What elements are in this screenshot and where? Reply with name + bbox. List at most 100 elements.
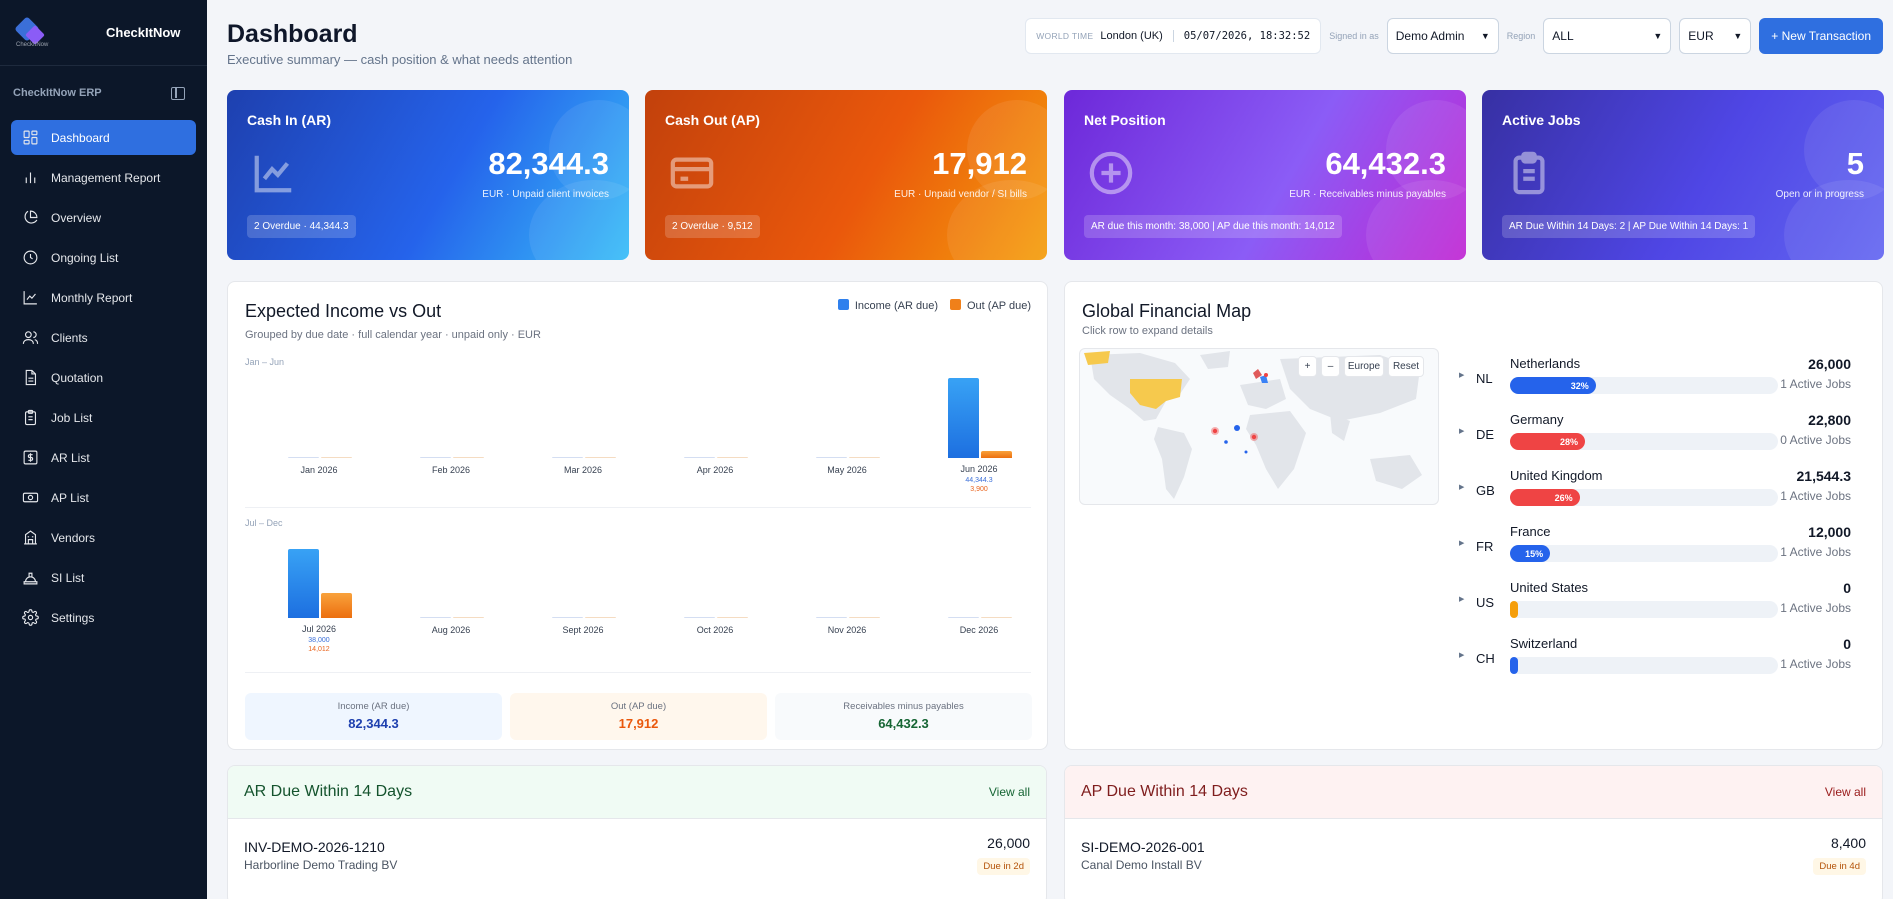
bar-out-jan-2026[interactable] xyxy=(321,457,352,458)
map-title: Global Financial Map xyxy=(1082,301,1252,321)
brand: CheckItNow CheckItNow xyxy=(0,0,207,66)
bar-out-apr-2026[interactable] xyxy=(717,457,748,458)
bar-income-sept-2026[interactable] xyxy=(552,617,583,618)
kpi-value: 5 xyxy=(1846,146,1864,181)
world-map[interactable]: + – Europe Reset xyxy=(1079,348,1439,505)
bar-income-oct-2026[interactable] xyxy=(684,617,715,618)
sidebar-item-si-list[interactable]: SI List xyxy=(11,560,196,595)
country-name: Germany xyxy=(1510,412,1564,427)
building-icon xyxy=(21,529,39,547)
reset-button[interactable]: Reset xyxy=(1388,356,1424,377)
sidebar-item-label: AR List xyxy=(51,450,90,465)
expand-icon[interactable]: ▶ xyxy=(1459,596,1465,603)
cash-icon xyxy=(21,489,39,507)
sidebar-item-dashboard[interactable]: Dashboard xyxy=(11,120,196,155)
country-code: GB xyxy=(1476,483,1495,498)
country-row-fr[interactable]: ▶ FR France 15% 12,000 1 Active Jobs xyxy=(1459,521,1851,569)
expand-icon[interactable]: ▶ xyxy=(1459,428,1465,435)
brand-name: CheckItNow xyxy=(106,25,181,40)
currency-select[interactable]: EUR ▼ xyxy=(1679,18,1752,54)
bar-out-aug-2026[interactable] xyxy=(453,617,484,618)
share-bar xyxy=(1510,601,1778,618)
world-time-city: London (UK) xyxy=(1100,30,1174,42)
bar-income-nov-2026[interactable] xyxy=(816,617,847,618)
bar-out-dec-2026[interactable] xyxy=(981,617,1012,618)
clipboard-icon xyxy=(21,409,39,427)
bar-income-mar-2026[interactable] xyxy=(552,457,583,458)
bar-income-apr-2026[interactable] xyxy=(684,457,715,458)
summary-income: Income (AR due) 82,344.3 xyxy=(245,693,502,740)
new-transaction-button[interactable]: + New Transaction xyxy=(1759,18,1883,54)
line-chart-icon xyxy=(251,150,297,196)
bar-income-feb-2026[interactable] xyxy=(420,457,451,458)
bar-out-mar-2026[interactable] xyxy=(585,457,616,458)
sidebar-item-settings[interactable]: Settings xyxy=(11,600,196,635)
bar-income-jul-2026[interactable] xyxy=(288,549,319,618)
expand-icon[interactable]: ▶ xyxy=(1459,540,1465,547)
kpi-badge: AR due this month: 38,000 | AP due this … xyxy=(1084,215,1342,238)
sidebar-item-monthly-report[interactable]: Monthly Report xyxy=(11,280,196,315)
zoom-out-button[interactable]: – xyxy=(1321,356,1340,377)
zoom-in-button[interactable]: + xyxy=(1298,356,1317,377)
bar-out-jun-2026[interactable] xyxy=(981,450,1012,458)
ap-view-all-link[interactable]: View all xyxy=(1824,785,1866,799)
sidebar-item-quotation[interactable]: Quotation xyxy=(11,360,196,395)
sidebar-item-management-report[interactable]: Management Report xyxy=(11,160,196,195)
bar-income-jan-2026[interactable] xyxy=(288,457,319,458)
ar-view-all-link[interactable]: View all xyxy=(988,785,1030,799)
logo[interactable]: CheckItNow xyxy=(14,15,48,50)
row-label-h1: Jan – Jun xyxy=(245,357,285,367)
europe-button[interactable]: Europe xyxy=(1344,356,1384,377)
bar-income-aug-2026[interactable] xyxy=(420,617,451,618)
country-row-us[interactable]: ▶ US United States 0 1 Active Jobs xyxy=(1459,577,1851,625)
kpi-title: Cash In (AR) xyxy=(247,112,331,128)
kpi-cash-out[interactable]: Cash Out (AP) 17,912 EUR · Unpaid vendor… xyxy=(645,90,1047,260)
kpi-net-position[interactable]: Net Position 64,432.3 EUR · Receivables … xyxy=(1064,90,1466,260)
sidebar-item-vendors[interactable]: Vendors xyxy=(11,520,196,555)
sidebar-item-ongoing-list[interactable]: Ongoing List xyxy=(11,240,196,275)
share-bar: 15% xyxy=(1510,545,1778,562)
bar-out-may-2026[interactable] xyxy=(849,457,880,458)
expand-icon[interactable]: ▶ xyxy=(1459,372,1465,379)
sidebar-item-job-list[interactable]: Job List xyxy=(11,400,196,435)
sidebar-item-label: Overview xyxy=(51,210,102,225)
plus-circle-icon xyxy=(1088,150,1134,196)
bar-out-nov-2026[interactable] xyxy=(849,617,880,618)
chevron-down-icon: ▼ xyxy=(1733,31,1743,41)
sidebar-item-overview[interactable]: Overview xyxy=(11,200,196,235)
bar-out-oct-2026[interactable] xyxy=(717,617,748,618)
user-select[interactable]: Demo Admin ▼ xyxy=(1386,18,1499,54)
month-label: Dec 2026 xyxy=(959,625,999,635)
sidebar-item-label: Clients xyxy=(51,330,88,345)
kpi-active-jobs[interactable]: Active Jobs 5 Open or in progress AR Due… xyxy=(1482,90,1884,260)
country-row-de[interactable]: ▶ DE Germany 28% 22,800 0 Active Jobs xyxy=(1459,409,1851,457)
bar-out-feb-2026[interactable] xyxy=(453,457,484,458)
sidebar-item-ap-list[interactable]: AP List xyxy=(11,480,196,515)
ar-due-row[interactable]: INV-DEMO-2026-1210 Harborline Demo Tradi… xyxy=(228,819,1046,889)
share-bar: 26% xyxy=(1510,489,1778,506)
month-label: May 2026 xyxy=(827,465,867,475)
bar-income-may-2026[interactable] xyxy=(816,457,847,458)
sidebar-item-ar-list[interactable]: AR List xyxy=(11,440,196,475)
share-bar: 32% xyxy=(1510,377,1778,394)
region-select[interactable]: ALL ▼ xyxy=(1543,18,1672,54)
country-row-gb[interactable]: ▶ GB United Kingdom 26% 21,544.3 1 Active Job… xyxy=(1459,465,1851,513)
map-subtitle: Click row to expand details xyxy=(1082,325,1213,337)
collapse-sidebar-icon[interactable] xyxy=(171,86,185,100)
kpi-cash-in[interactable]: Cash In (AR) 82,344.3 EUR · Unpaid clien… xyxy=(227,90,629,260)
ap-due-row[interactable]: SI-DEMO-2026-001 Canal Demo Install BV 8… xyxy=(1065,819,1882,889)
sidebar-item-label: SI List xyxy=(51,570,85,585)
bar-income-jun-2026[interactable] xyxy=(948,378,979,458)
expand-icon[interactable]: ▶ xyxy=(1459,652,1465,659)
share-fill: 32% xyxy=(1510,377,1596,394)
sidebar-item-clients[interactable]: Clients xyxy=(11,320,196,355)
due-badge: Due in 4d xyxy=(1813,858,1866,875)
expand-icon[interactable]: ▶ xyxy=(1459,484,1465,491)
country-row-nl[interactable]: ▶ NL Netherlands 32% 26,000 1 Active Jobs xyxy=(1459,353,1851,401)
country-row-ch[interactable]: ▶ CH Switzerland 0 1 Active Jobs xyxy=(1459,633,1851,681)
country-code: DE xyxy=(1476,427,1495,442)
bar-out-jul-2026[interactable] xyxy=(321,592,352,618)
chart-subtitle: Grouped by due date · full calendar year… xyxy=(245,329,541,341)
bar-out-sept-2026[interactable] xyxy=(585,617,616,618)
bar-income-dec-2026[interactable] xyxy=(948,617,979,618)
